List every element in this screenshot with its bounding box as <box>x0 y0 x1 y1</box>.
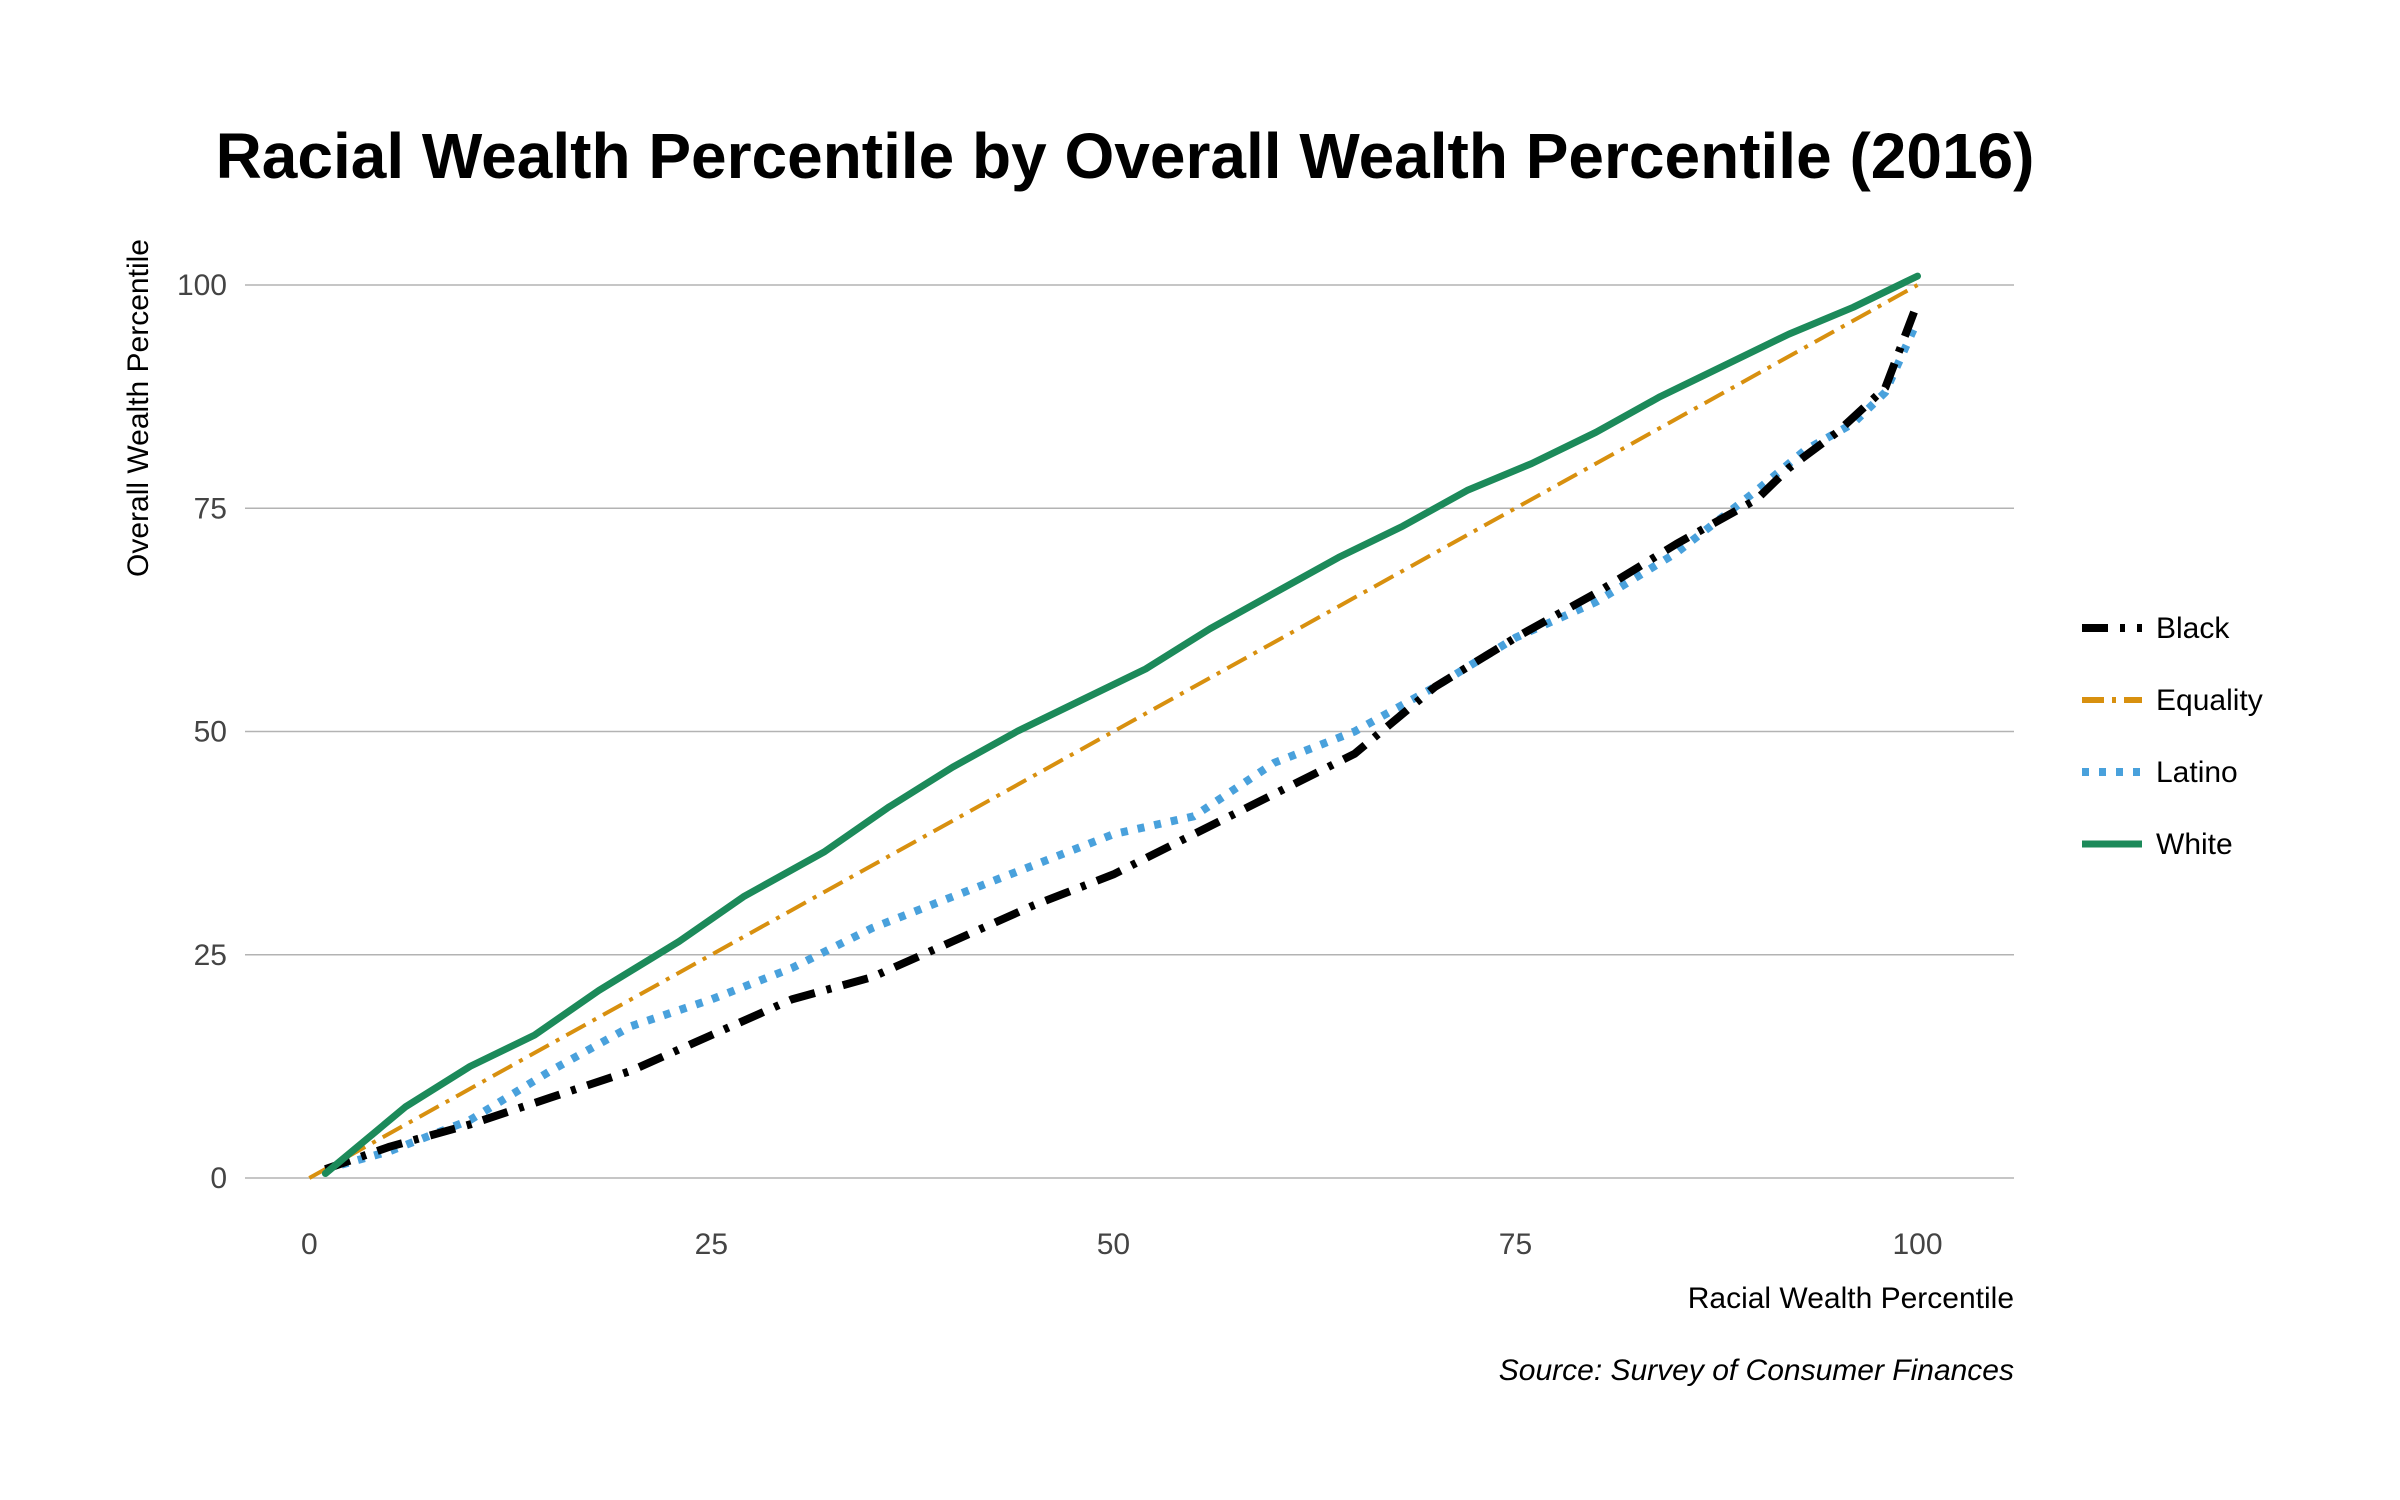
x-tick-label: 75 <box>1499 1228 1532 1261</box>
legend-label-latino: Latino <box>2156 756 2238 789</box>
y-axis-ticks: 0 25 50 75 100 <box>177 269 227 1195</box>
plot-area <box>308 272 1922 1180</box>
legend: Black Equality Latino White <box>2082 612 2263 861</box>
legend-label-black: Black <box>2156 612 2230 645</box>
y-tick-label: 100 <box>177 269 227 302</box>
source-note: Source: Survey of Consumer Finances <box>1499 1354 2014 1387</box>
chart-title: Racial Wealth Percentile by Overall Weal… <box>216 120 2035 192</box>
x-tick-label: 25 <box>695 1228 728 1261</box>
y-tick-label: 0 <box>210 1162 227 1195</box>
gridlines <box>245 284 2014 1179</box>
legend-label-white: White <box>2156 828 2233 861</box>
y-tick-label: 50 <box>194 716 227 749</box>
x-axis-title: Racial Wealth Percentile <box>1688 1282 2014 1315</box>
series-line-black <box>324 301 1922 1173</box>
y-axis-title: Overall Wealth Percentile <box>122 239 155 577</box>
x-tick-label: 50 <box>1097 1228 1130 1261</box>
y-tick-label: 25 <box>194 939 227 972</box>
legend-label-equality: Equality <box>2156 684 2263 717</box>
x-tick-label: 0 <box>301 1228 318 1261</box>
series-line-latino <box>340 319 1922 1169</box>
y-tick-label: 75 <box>194 492 227 525</box>
x-tick-label: 100 <box>1892 1228 1942 1261</box>
series-line-white <box>321 272 1921 1177</box>
series-line-equality <box>308 283 1919 1180</box>
x-axis-ticks: 0 25 50 75 100 <box>301 1228 1943 1261</box>
